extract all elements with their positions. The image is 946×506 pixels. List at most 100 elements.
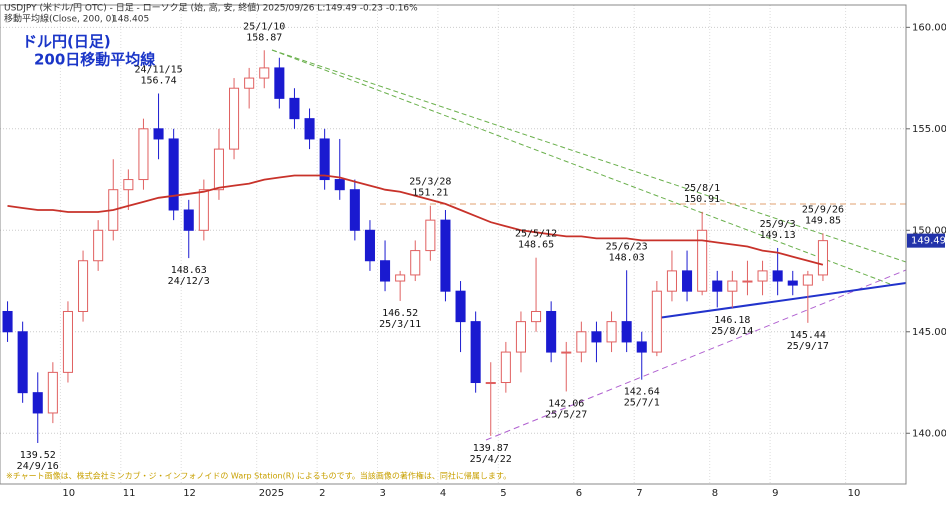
plot-frame	[0, 4, 907, 485]
annotation-date: 25/8/1	[684, 183, 720, 194]
candle-body	[636, 341, 647, 353]
candle-body	[817, 240, 828, 276]
candle-body	[606, 321, 617, 343]
candle-body	[455, 290, 466, 323]
candle-body	[334, 179, 345, 191]
plot	[2, 50, 828, 444]
annotation-value: 139.87	[473, 443, 509, 454]
annotation-date: 25/9/3	[760, 219, 796, 230]
x-tick-label: 7	[636, 488, 642, 499]
candle-body	[349, 189, 360, 231]
candle-body	[229, 87, 240, 150]
candle-body	[123, 179, 134, 191]
x-tick-label: 9	[772, 488, 778, 499]
trend-line	[657, 282, 907, 319]
y-tick-label: 145.00	[912, 327, 946, 338]
annotation-date: 24/12/3	[168, 276, 210, 287]
annotation-value: 150.91	[684, 194, 720, 205]
indicator-name: 移動平均線(Close, 200, 0)	[4, 13, 115, 25]
candle-body	[727, 280, 738, 292]
footnote: ※チャート画像は、株式会社ミンカブ・ジ・インフォノイドの Warp Statio…	[6, 471, 511, 481]
candle-body	[364, 229, 375, 262]
candle-body	[515, 321, 526, 353]
candle-body	[440, 219, 451, 292]
chart-title: ドル円(日足)	[22, 33, 111, 51]
candle-body	[757, 270, 768, 282]
y-tick-label: 140.00	[912, 428, 946, 439]
x-tick-label: 2	[319, 488, 325, 499]
candle-body	[244, 77, 255, 89]
candle-body	[410, 250, 421, 276]
y-tick-label: 160.00	[912, 22, 946, 33]
x-tick-label: 8	[712, 488, 718, 499]
trend-lines	[271, 49, 907, 441]
candle-body	[682, 270, 693, 292]
candle-body	[380, 260, 391, 282]
annotation-value: 148.65	[518, 240, 554, 251]
y-tick-label: 155.00	[912, 124, 946, 135]
moving-average-line	[7, 174, 824, 266]
last-price-label: 149.49	[911, 236, 946, 247]
candle-body	[304, 118, 315, 140]
candle-body	[395, 274, 406, 282]
x-tick-label: 4	[440, 488, 446, 499]
candle-body	[742, 280, 753, 283]
candle-body	[772, 270, 783, 282]
candle-body	[78, 260, 89, 312]
annotation-value: 151.21	[412, 188, 448, 199]
candle-body	[500, 351, 511, 384]
candle-body	[697, 229, 708, 292]
annotation-value: 139.52	[20, 450, 56, 461]
last-price-box	[907, 233, 945, 248]
candle-body	[531, 310, 542, 323]
annotation-value: 146.18	[714, 315, 750, 326]
candle-body	[259, 67, 270, 79]
candle-body	[591, 331, 602, 343]
annotation-value: 148.63	[171, 265, 207, 276]
annotation-date: 25/6/23	[606, 241, 648, 252]
annotation-date: 24/9/16	[17, 461, 59, 472]
annotation-date: 25/1/10	[243, 21, 285, 32]
candle-body	[183, 209, 194, 231]
candle-body	[289, 97, 300, 120]
trend-line	[271, 49, 891, 285]
candle-body	[485, 382, 496, 385]
annotation-date: 25/9/26	[802, 204, 844, 215]
annotation-date: 25/5/12	[515, 229, 557, 240]
candle-body	[213, 148, 224, 191]
x-tick-label: 6	[576, 488, 582, 499]
chart-subtitle: 200日移動平均線	[34, 51, 155, 69]
annotation-value: 158.87	[246, 32, 282, 43]
candle-body	[32, 392, 43, 414]
candle-body	[2, 310, 13, 333]
x-tick-label: 10	[848, 488, 861, 499]
x-tick-label: 12	[183, 488, 196, 499]
y-tick-label: 150.00	[912, 225, 946, 236]
annotation-value: 149.85	[805, 215, 841, 226]
candle-body	[93, 229, 104, 262]
annotation-date: 25/3/11	[379, 319, 421, 330]
x-tick-label: 2025	[259, 488, 284, 499]
indicator-value: 148.405	[112, 15, 149, 25]
candle-body	[470, 321, 481, 384]
candle-body	[319, 138, 330, 181]
candle-body	[802, 274, 813, 286]
annotation-date: 24/11/15	[134, 64, 182, 75]
annotation-date: 25/7/1	[624, 398, 660, 409]
annotation-value: 156.74	[140, 75, 176, 86]
annotation-date: 25/8/14	[711, 326, 753, 337]
x-tick-label: 11	[123, 488, 136, 499]
annotation-value: 146.52	[382, 308, 418, 319]
candle-body	[787, 280, 798, 286]
grid	[0, 5, 906, 484]
candle-body	[153, 128, 164, 140]
annotation-value: 142.64	[624, 387, 660, 398]
annotation-value: 145.44	[790, 330, 826, 341]
annotation-date: 25/4/22	[470, 454, 512, 465]
annotation-date: 25/9/17	[787, 341, 829, 352]
annotation-value: 148.03	[609, 252, 645, 263]
candle-body	[712, 280, 723, 292]
annotation-value: 149.13	[760, 230, 796, 241]
